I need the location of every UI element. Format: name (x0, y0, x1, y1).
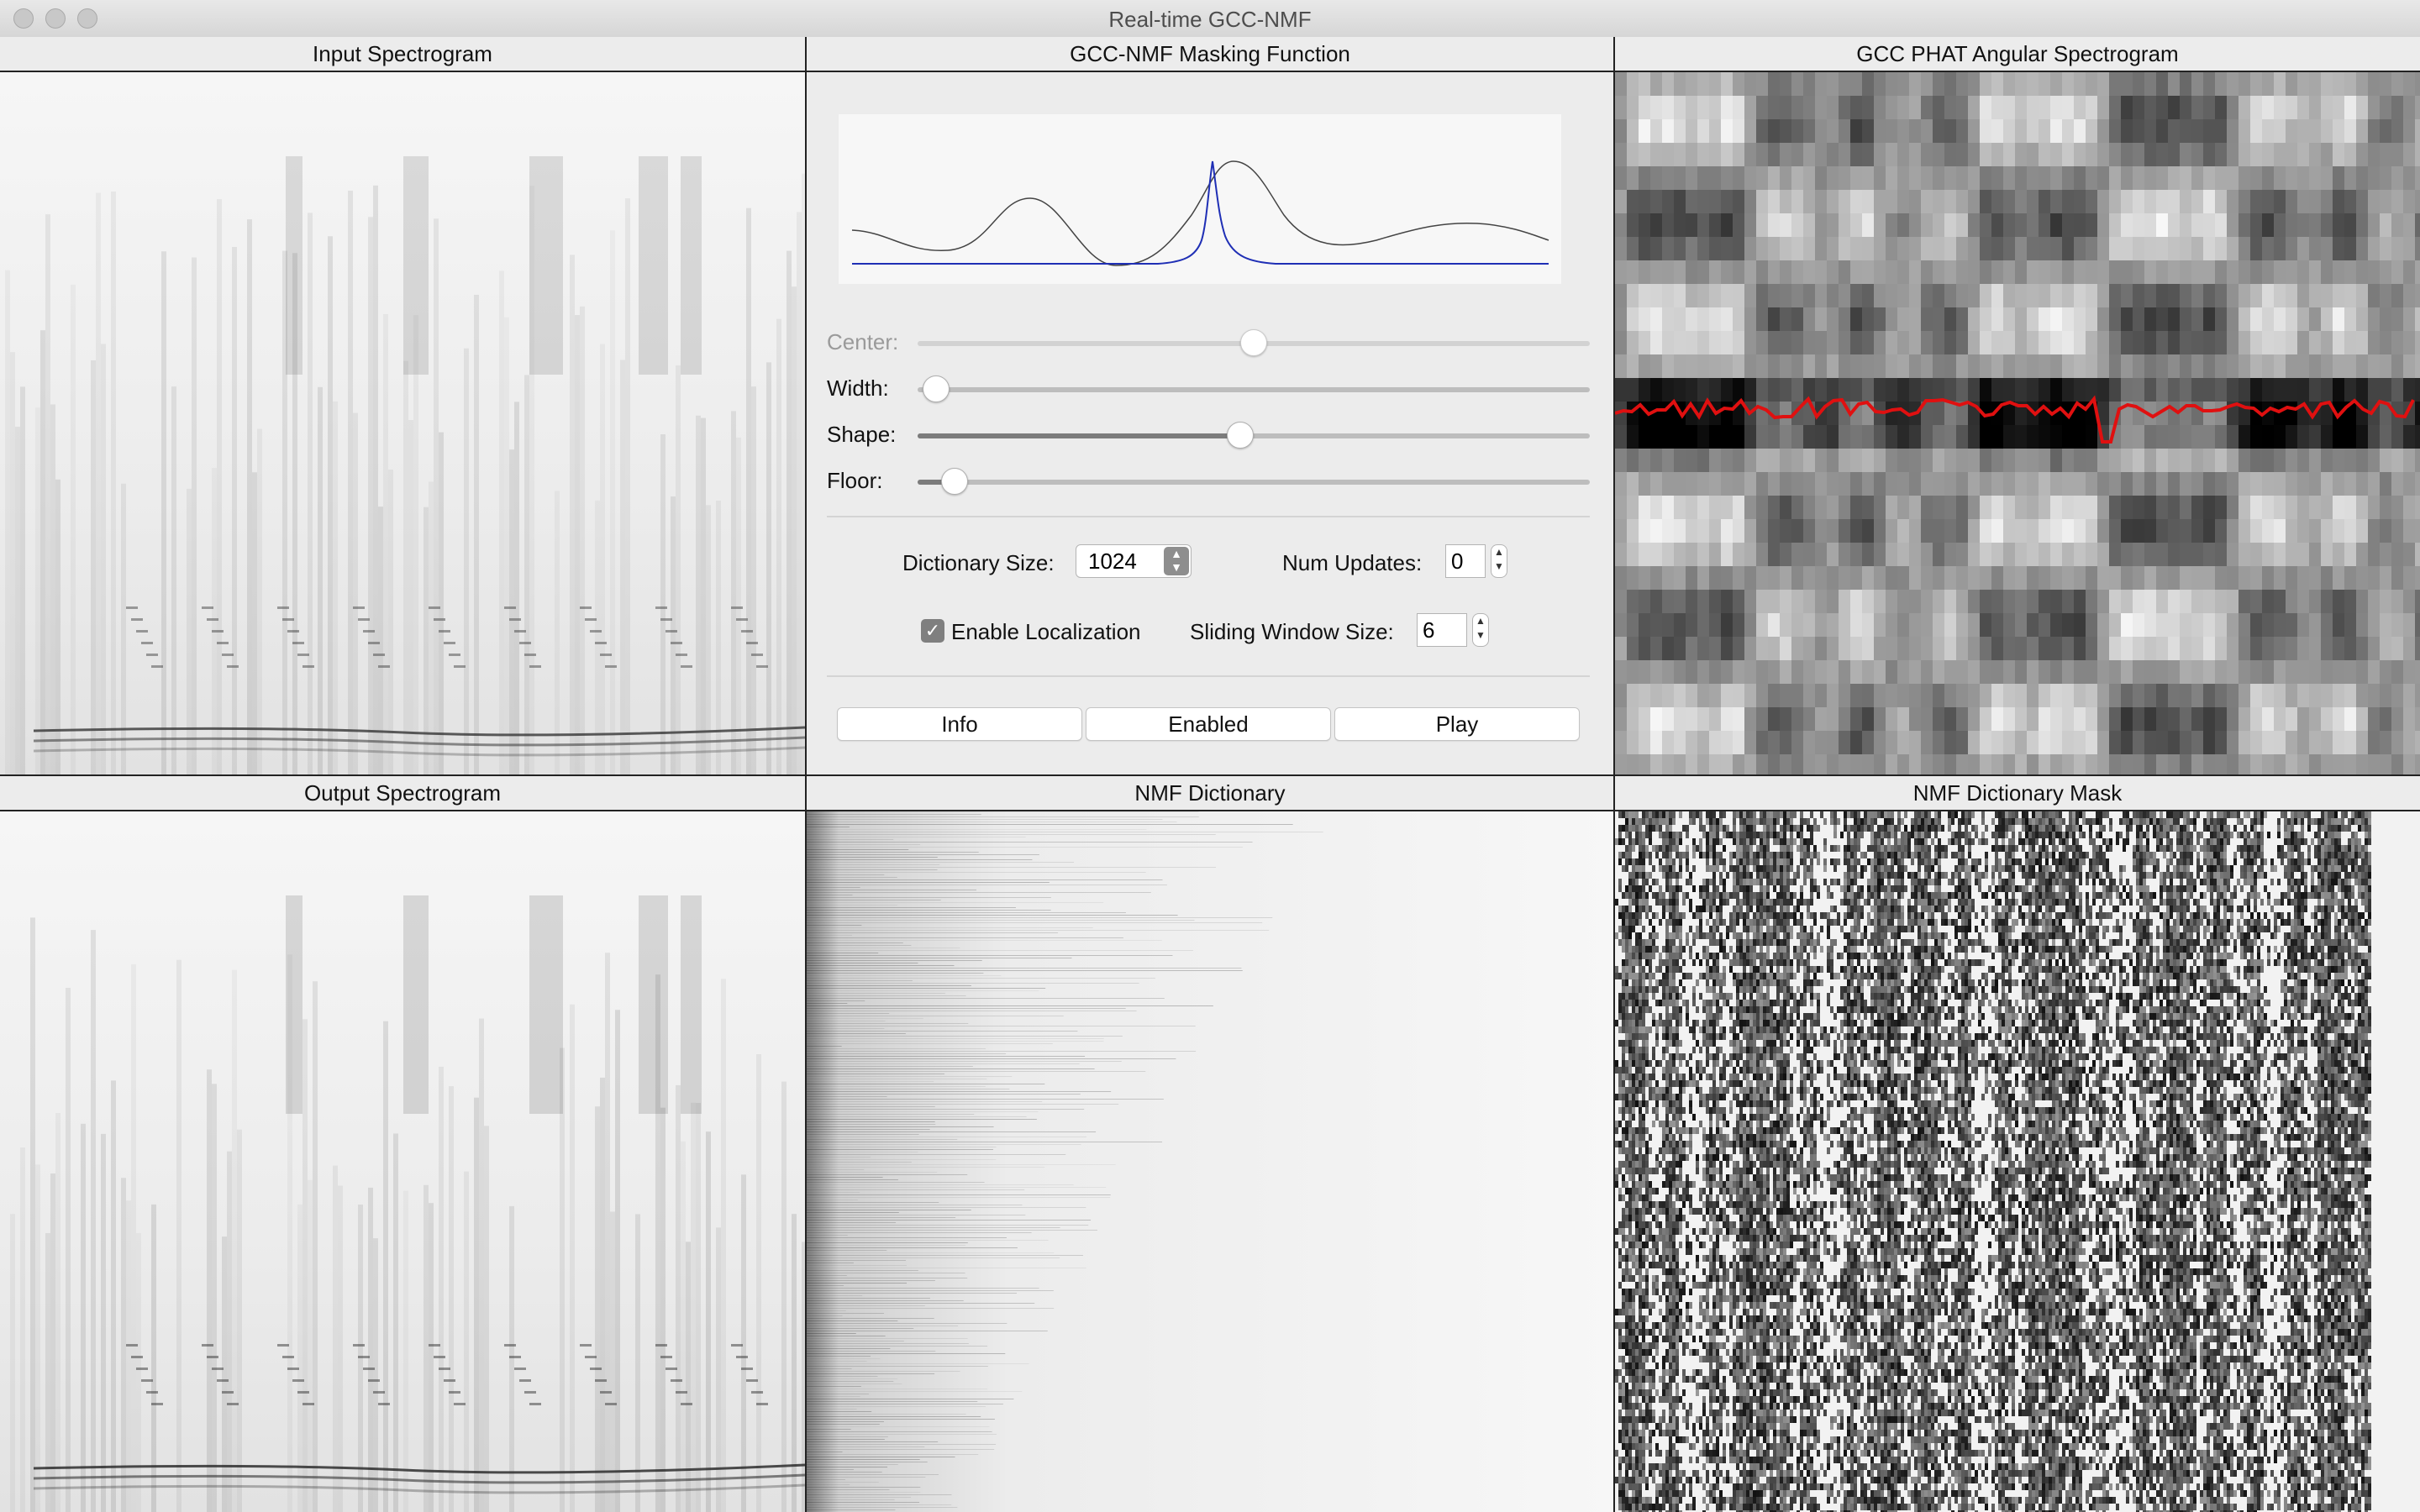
num-updates-stepper[interactable]: ▲ ▼ (1491, 544, 1507, 578)
sliding-window-label: Sliding Window Size: (1190, 619, 1394, 644)
divider (827, 675, 1590, 677)
floor-label: Floor: (827, 468, 883, 493)
output-spectrogram-plot (0, 811, 805, 1512)
width-label: Width: (827, 375, 889, 401)
masking-function-plot (839, 114, 1561, 284)
info-button[interactable]: Info (837, 707, 1082, 741)
angular-spectrogram-panel: GCC PHAT Angular Spectrogram (1615, 37, 2420, 774)
num-updates-field[interactable]: 0 (1445, 544, 1486, 578)
sliding-window-field[interactable]: 6 (1417, 613, 1467, 647)
nmf-dictionary-mask-image (1615, 811, 2420, 1512)
divider (827, 516, 1590, 517)
angular-spectrogram-plot (1615, 72, 2420, 774)
angular-spectrogram-title: GCC PHAT Angular Spectrogram (1615, 37, 2420, 72)
horizontal-separator (0, 774, 2420, 776)
input-spectrogram-plot (0, 72, 805, 774)
window-title: Real-time GCC-NMF (1108, 7, 1312, 32)
minimize-window-button[interactable] (45, 8, 66, 29)
input-spectrogram-panel: Input Spectrogram (0, 37, 805, 774)
nmf-dictionary-image (807, 811, 1613, 1512)
shape-label: Shape: (827, 422, 897, 447)
chevron-updown-icon: ▲ ▼ (1164, 547, 1189, 575)
title-bar: Real-time GCC-NMF (0, 0, 2420, 38)
shape-slider[interactable] (918, 422, 1590, 449)
nmf-dictionary-panel: NMF Dictionary (807, 776, 1613, 1512)
enable-localization-label: Enable Localization (951, 619, 1141, 644)
floor-slider-knob[interactable] (941, 468, 968, 495)
width-slider[interactable] (918, 375, 1590, 402)
shape-slider-fill (918, 433, 1240, 438)
floor-slider-fill (918, 480, 951, 485)
num-updates-label: Num Updates: (1282, 550, 1423, 575)
enable-localization-checkbox[interactable]: ✓ (921, 619, 944, 643)
zoom-window-button[interactable] (77, 8, 97, 29)
localization-track (1615, 395, 2415, 444)
floor-slider[interactable] (918, 468, 1590, 495)
nmf-dictionary-mask-plot (1615, 811, 2420, 1512)
dictionary-size-select[interactable]: 1024 ▲ ▼ (1076, 544, 1192, 578)
shape-slider-knob[interactable] (1227, 422, 1254, 449)
enabled-button[interactable]: Enabled (1086, 707, 1331, 741)
input-spectrogram-image (0, 72, 805, 774)
close-window-button[interactable] (13, 8, 34, 29)
angular-spectrogram-image (1615, 72, 2420, 774)
center-slider-knob[interactable] (1240, 329, 1267, 356)
input-spectrogram-title: Input Spectrogram (0, 37, 805, 72)
mask-curve (852, 160, 1549, 265)
gcc-curve (851, 160, 1549, 266)
dictionary-size-label: Dictionary Size: (902, 550, 1055, 575)
sliding-window-stepper[interactable]: ▲ ▼ (1472, 613, 1489, 647)
masking-function-panel: GCC-NMF Masking Function Center: Width: … (807, 37, 1613, 774)
play-button[interactable]: Play (1334, 707, 1580, 741)
output-spectrogram-panel: Output Spectrogram (0, 776, 805, 1512)
nmf-dictionary-plot (807, 811, 1613, 1512)
dictionary-size-value: 1024 (1088, 549, 1137, 574)
nmf-dictionary-mask-title: NMF Dictionary Mask (1615, 776, 2420, 811)
width-slider-knob[interactable] (923, 375, 950, 402)
masking-function-title: GCC-NMF Masking Function (807, 37, 1613, 72)
center-label: Center: (827, 329, 899, 354)
output-spectrogram-image (0, 811, 805, 1512)
center-slider[interactable] (918, 329, 1590, 356)
nmf-dictionary-mask-panel: NMF Dictionary Mask (1615, 776, 2420, 1512)
output-spectrogram-title: Output Spectrogram (0, 776, 805, 811)
nmf-dictionary-title: NMF Dictionary (807, 776, 1613, 811)
